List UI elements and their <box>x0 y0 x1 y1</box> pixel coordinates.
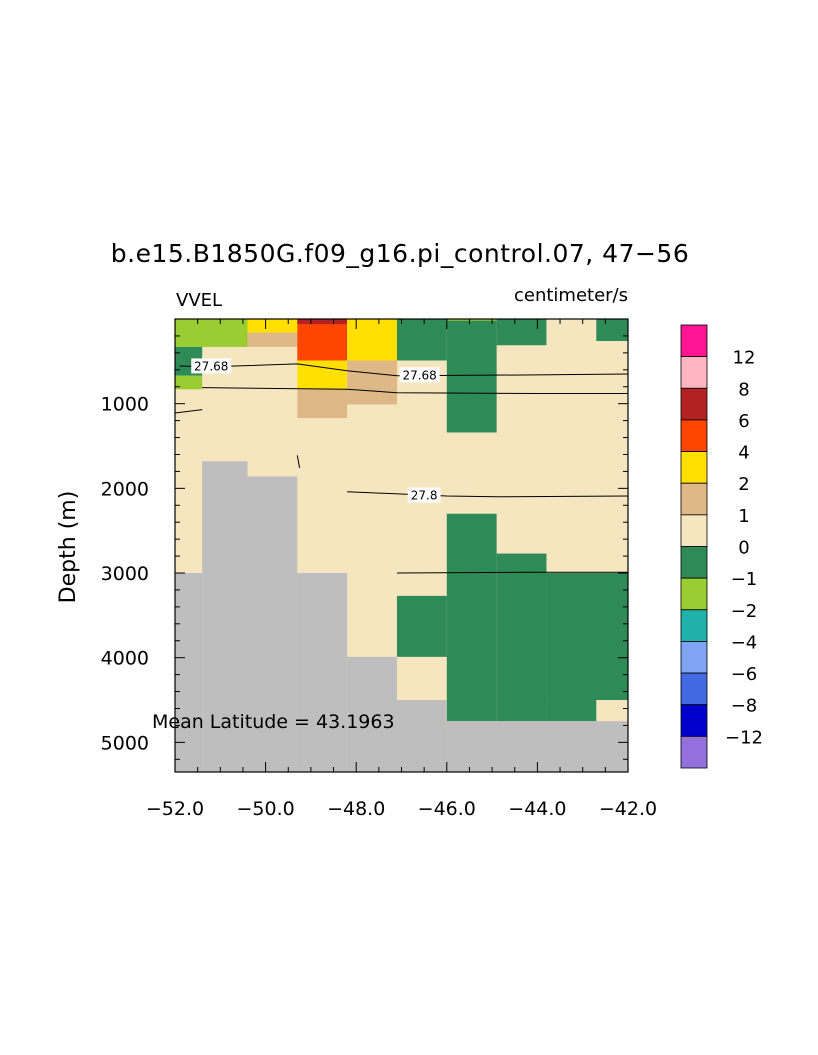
colorbar-swatch <box>680 672 708 706</box>
colorbar-swatch <box>680 735 708 769</box>
contour-line <box>174 409 203 414</box>
field-cell <box>496 553 547 722</box>
field-cell <box>175 319 248 347</box>
land-mask <box>396 700 447 772</box>
field-cell <box>297 319 348 325</box>
colorbar-label: 8 <box>738 379 749 400</box>
field-cell <box>247 319 298 333</box>
colorbar-swatch <box>680 577 708 611</box>
variable-label: VVEL <box>176 290 222 311</box>
y-tick-label: 5000 <box>101 732 149 754</box>
y-tick-label: 4000 <box>101 648 149 670</box>
contour-label: 27.68 <box>402 368 436 382</box>
field-cell <box>297 319 348 361</box>
colorbar-swatch <box>680 387 708 421</box>
contour-label-bg <box>407 487 441 503</box>
x-tick-label: −52.0 <box>146 798 204 820</box>
contour-line <box>296 455 301 469</box>
colorbar-label: 12 <box>733 348 756 369</box>
field-cell <box>347 360 397 405</box>
contour-label: 27.8 <box>411 489 438 503</box>
colorbar: 12 8 6 4 2 1 0 −1 −2 −4 −6 −8 −12 <box>680 324 763 769</box>
y-axis-label: Depth (m) <box>56 491 81 604</box>
y-tick-label: 3000 <box>101 563 149 585</box>
field-cell <box>446 513 497 722</box>
x-tick-label: −48.0 <box>327 798 385 820</box>
field-cell <box>396 595 447 657</box>
colorbar-swatch <box>680 641 708 674</box>
colorbar-label: −6 <box>731 664 758 685</box>
land-mask <box>297 573 348 772</box>
colorbar-swatch <box>680 704 708 737</box>
colorbar-label: −12 <box>725 727 763 748</box>
colorbar-swatch <box>680 514 708 547</box>
x-tick-label: −42.0 <box>599 798 657 820</box>
colorbar-swatch <box>680 546 708 579</box>
field-cell <box>396 319 447 361</box>
colorbar-label: −4 <box>731 632 758 653</box>
field-cell <box>347 319 397 361</box>
colorbar-swatch <box>680 482 708 516</box>
colorbar-label: 2 <box>738 474 749 495</box>
colorbar-swatch <box>680 324 708 358</box>
field-cell <box>247 332 298 347</box>
land-mask <box>247 476 298 772</box>
contour-line <box>202 387 628 394</box>
chart-title: b.e15.B1850G.f09_g16.pi_control.07, 47−5… <box>111 239 689 268</box>
y-tick-label: 2000 <box>101 478 149 500</box>
contour-line <box>396 571 628 574</box>
contour-label: 27.68 <box>194 359 228 373</box>
x-tick-label: −50.0 <box>236 798 294 820</box>
field-cell <box>175 375 203 390</box>
contour-line <box>347 491 629 498</box>
land-mask <box>202 461 248 772</box>
contour-label-bg <box>191 358 232 374</box>
colorbar-label: −8 <box>731 696 758 717</box>
field-cell <box>546 700 597 722</box>
colorbar-swatch <box>680 451 708 484</box>
x-tick-label: −46.0 <box>418 798 476 820</box>
colorbar-swatch <box>680 356 708 389</box>
mean-latitude-annotation: Mean Latitude = 43.1963 <box>152 711 395 733</box>
colorbar-swatch <box>680 419 708 452</box>
field-cell <box>596 319 628 342</box>
colorbar-swatch <box>680 609 708 642</box>
colorbar-label: 0 <box>738 538 749 559</box>
y-tick-label: 1000 <box>101 394 149 416</box>
plot-area: 27.68 27.68 27.8 −52.0 −50.0 −48.0 −46.0 −44.0 −… <box>101 318 657 820</box>
field-cell <box>546 573 628 701</box>
colorbar-label: 1 <box>738 506 749 527</box>
contour-label-bg <box>399 367 440 383</box>
colorbar-label: −1 <box>731 569 758 590</box>
land-mask <box>175 573 203 772</box>
field-cell <box>446 319 497 321</box>
land-mask <box>347 656 397 772</box>
field-cell <box>496 319 547 346</box>
field-cell <box>297 389 348 419</box>
colorbar-label: −2 <box>731 601 758 622</box>
units-label: centimeter/s <box>514 285 628 306</box>
x-tick-label: −44.0 <box>508 798 566 820</box>
colorbar-label: 6 <box>738 411 749 432</box>
colorbar-label: 4 <box>738 443 749 464</box>
